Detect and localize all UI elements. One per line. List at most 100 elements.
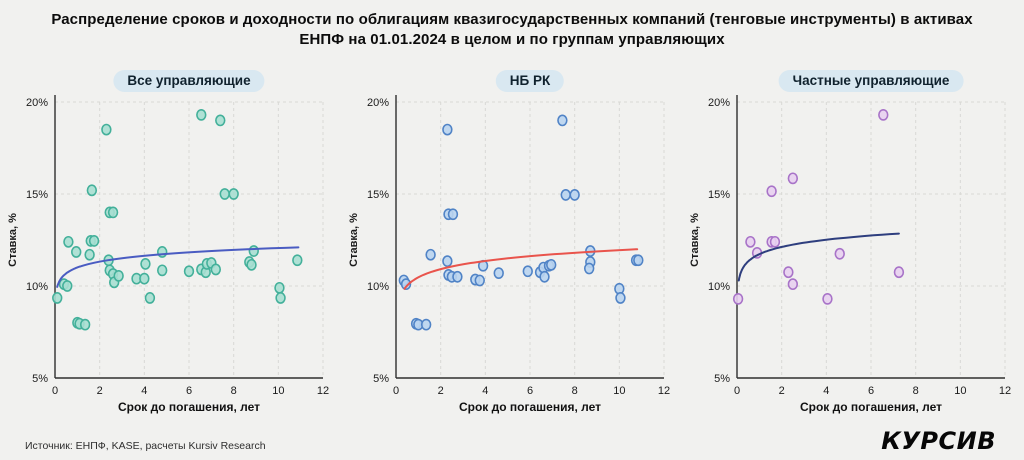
data-point — [79, 318, 91, 331]
x-tick-label: 4 — [141, 385, 147, 397]
x-tick-label: 2 — [779, 385, 785, 397]
data-point — [228, 188, 239, 200]
panel-nbrk: НБ РК Ставка, % 5% 10% 15% 20% 0 2 4 6 8 10 12 Срок… — [341, 64, 682, 424]
x-tick-label: 2 — [97, 385, 103, 397]
y-tick-label: 20% — [708, 97, 730, 109]
data-point — [292, 254, 303, 267]
x-tick-label: 8 — [572, 385, 578, 397]
data-point — [71, 246, 82, 258]
data-point — [560, 189, 571, 201]
data-point — [139, 272, 150, 285]
chart-title-line1: Распределение сроков и доходности по обл… — [51, 11, 973, 28]
x-tick-label: 0 — [393, 385, 399, 397]
data-point — [615, 292, 626, 304]
y-tick-label: 10% — [708, 281, 730, 293]
data-point — [140, 258, 151, 270]
y-tick-label: 5% — [32, 373, 48, 385]
data-point — [732, 292, 744, 305]
data-point — [62, 280, 73, 292]
data-point — [420, 318, 432, 331]
data-point — [452, 270, 463, 283]
data-point — [52, 292, 63, 304]
data-point — [113, 269, 124, 282]
trend-line — [56, 246, 300, 288]
data-point — [893, 266, 905, 279]
x-axis-label: Срок до погашения, лет — [118, 400, 260, 414]
data-point — [157, 264, 168, 277]
panel-all-managers: Все управляющие Ставка, % 5% 10% 15% 20% 0 2 4… — [0, 64, 341, 424]
x-tick-label: 10 — [272, 385, 284, 397]
data-point — [769, 235, 781, 248]
data-point — [246, 258, 257, 271]
panel-private-managers: Частные управляющие Ставка, % 5% 10% 15% 20… — [682, 64, 1024, 424]
data-point — [557, 114, 568, 127]
data-point — [86, 184, 98, 197]
x-tick-label: 10 — [613, 385, 625, 397]
y-tick-label: 15% — [708, 189, 730, 201]
x-tick-label: 8 — [913, 385, 919, 397]
x-axis-label: Срок до погашения, лет — [800, 400, 942, 414]
x-tick-label: 12 — [317, 385, 329, 397]
data-point — [878, 108, 889, 121]
data-point — [442, 255, 453, 268]
data-point — [583, 262, 595, 275]
x-tick-label: 0 — [52, 385, 58, 397]
chart-title: Распределение сроков и доходности по обл… — [0, 10, 1024, 50]
x-tick-label: 6 — [186, 385, 192, 397]
x-tick-label: 0 — [734, 385, 740, 397]
y-tick-label: 15% — [367, 189, 389, 201]
data-point — [274, 281, 285, 294]
data-point — [787, 172, 799, 185]
data-point — [215, 114, 226, 127]
data-point — [210, 263, 222, 276]
y-tick-label: 10% — [26, 281, 48, 293]
scatter-plot-nbrk: 5% 10% 15% 20% 0 2 4 6 8 10 12 Срок до погашения, л… — [367, 95, 670, 414]
panel-title-pill: НБ РК — [495, 70, 565, 92]
x-tick-label: 10 — [954, 385, 966, 397]
y-tick-label: 10% — [367, 281, 389, 293]
data-point — [183, 265, 195, 278]
trend-line — [737, 232, 900, 282]
x-tick-label: 12 — [658, 385, 670, 397]
data-point — [539, 270, 550, 283]
data-point — [834, 247, 845, 260]
data-point — [275, 292, 286, 304]
data-point — [783, 266, 794, 279]
scatter-plot-all-managers: 5% 10% 15% 20% 0 2 4 6 8 10 12 Срок до погашения, л… — [26, 95, 329, 414]
y-tick-label: 5% — [714, 373, 730, 385]
data-point — [144, 292, 156, 304]
kursiv-logo: КУРСИВ — [881, 427, 996, 455]
panel-title-pill: Все управляющие — [113, 70, 265, 92]
data-point — [745, 235, 756, 248]
data-point — [84, 248, 95, 261]
data-point — [63, 235, 74, 248]
data-point — [493, 267, 504, 280]
data-point — [474, 274, 485, 287]
panel-title-pill: Частные управляющие — [778, 70, 964, 92]
data-point — [522, 265, 533, 278]
data-point — [822, 292, 833, 305]
charts-row: Все управляющие Ставка, % 5% 10% 15% 20% 0 2 4… — [0, 64, 1024, 424]
data-point — [425, 248, 436, 261]
x-tick-label: 6 — [527, 385, 533, 397]
x-tick-label: 2 — [438, 385, 444, 397]
y-tick-label: 5% — [373, 373, 389, 385]
data-point — [400, 278, 412, 291]
y-tick-label: 20% — [367, 97, 389, 109]
data-point — [248, 245, 259, 257]
source-note: Источник: ЕНПФ, KASE, расчеты Kursiv Res… — [25, 440, 266, 452]
y-tick-label: 15% — [26, 189, 48, 201]
x-tick-label: 4 — [823, 385, 829, 397]
x-tick-label: 8 — [231, 385, 237, 397]
data-point — [546, 258, 557, 271]
data-point — [101, 123, 112, 136]
x-tick-label: 6 — [868, 385, 874, 397]
data-point — [569, 189, 580, 201]
data-point — [633, 254, 644, 267]
data-point — [447, 208, 459, 221]
x-tick-label: 4 — [482, 385, 488, 397]
trend-line — [403, 248, 639, 290]
scatter-plot-private-managers: 5% 10% 15% 20% 0 2 4 6 8 10 12 Срок до погашения, л… — [708, 95, 1011, 414]
data-point — [442, 123, 453, 136]
data-point — [787, 278, 799, 291]
